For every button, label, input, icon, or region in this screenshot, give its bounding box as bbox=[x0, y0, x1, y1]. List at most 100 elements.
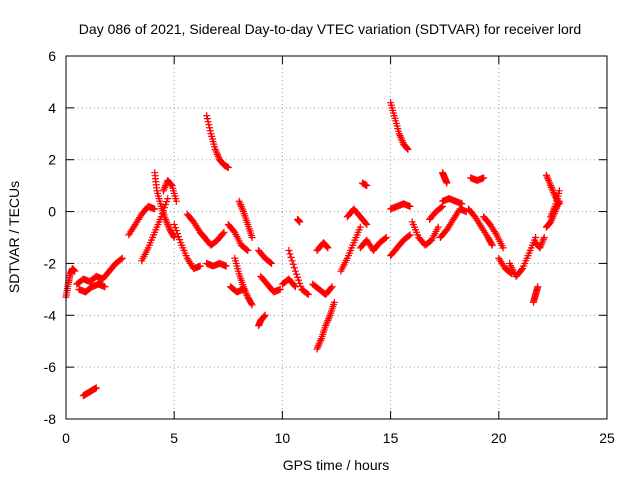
data-point bbox=[549, 187, 557, 195]
data-point bbox=[315, 340, 323, 348]
data-point bbox=[243, 291, 251, 299]
data-point bbox=[324, 316, 332, 324]
data-point bbox=[397, 133, 405, 141]
data-point bbox=[164, 195, 172, 203]
data-point bbox=[303, 290, 311, 298]
series-arc-26 bbox=[313, 239, 332, 254]
x-tick-label: 15 bbox=[383, 430, 399, 446]
series-arc-20 bbox=[255, 246, 276, 267]
data-point bbox=[313, 345, 321, 353]
data-point bbox=[117, 255, 125, 263]
data-point bbox=[288, 257, 296, 265]
series-arc-44 bbox=[529, 283, 542, 306]
data-point bbox=[322, 242, 330, 250]
data-point bbox=[403, 144, 411, 152]
plot-border bbox=[65, 55, 608, 420]
data-point bbox=[396, 132, 404, 140]
series-arc-28 bbox=[343, 205, 371, 229]
series-arc-18 bbox=[255, 311, 269, 330]
x-tick-label: 10 bbox=[275, 430, 291, 446]
series-arc-27 bbox=[337, 223, 364, 275]
data-point bbox=[290, 264, 298, 272]
data-point bbox=[314, 342, 322, 350]
data-point bbox=[316, 338, 324, 346]
series-arc-24 bbox=[313, 298, 338, 353]
data-point bbox=[248, 301, 256, 309]
data-point bbox=[540, 234, 548, 241]
data-point bbox=[92, 384, 100, 392]
data-point bbox=[213, 151, 221, 159]
data-point bbox=[239, 206, 247, 214]
series-arc-36 bbox=[439, 169, 451, 187]
data-point bbox=[547, 182, 555, 190]
data-point bbox=[406, 202, 414, 210]
series-arc-01 bbox=[62, 265, 79, 301]
data-point bbox=[488, 240, 496, 248]
data-point bbox=[434, 223, 442, 231]
data-point bbox=[538, 239, 546, 247]
data-point bbox=[549, 208, 557, 216]
data-point bbox=[236, 199, 244, 207]
series-arc-31 bbox=[387, 99, 412, 153]
series-arc-02 bbox=[73, 254, 126, 288]
series-arc-04 bbox=[79, 384, 100, 400]
data-point bbox=[287, 253, 295, 261]
data-point bbox=[162, 215, 170, 223]
data-point bbox=[219, 230, 227, 238]
data-point bbox=[196, 262, 204, 270]
data-point bbox=[237, 201, 245, 209]
series-arc-12 bbox=[203, 259, 230, 270]
data-point bbox=[480, 174, 488, 182]
data-point bbox=[327, 284, 335, 292]
data-point bbox=[242, 290, 250, 298]
y-axis-label: SDTVAR / TECUs bbox=[6, 181, 22, 293]
y-tick-label: 4 bbox=[48, 100, 56, 116]
data-point bbox=[238, 204, 246, 212]
y-tick-label: -6 bbox=[44, 359, 57, 375]
data-point bbox=[260, 313, 268, 321]
data-point bbox=[317, 336, 325, 344]
series-arc-09 bbox=[170, 221, 204, 273]
data-point bbox=[544, 175, 552, 183]
data-point bbox=[458, 200, 466, 208]
series-arc-13 bbox=[200, 228, 228, 249]
data-point bbox=[325, 315, 333, 323]
data-point bbox=[268, 259, 276, 267]
data-point bbox=[237, 202, 245, 210]
data-point bbox=[222, 262, 230, 270]
series-arc-14 bbox=[224, 221, 252, 254]
data-point bbox=[159, 187, 167, 195]
data-point bbox=[488, 241, 496, 249]
data-point bbox=[547, 183, 555, 191]
series-arc-21 bbox=[285, 246, 312, 299]
grid-lines bbox=[66, 56, 607, 419]
data-point bbox=[266, 259, 274, 267]
data-point bbox=[537, 242, 545, 250]
x-tick-label: 0 bbox=[62, 430, 70, 446]
data-point bbox=[239, 285, 247, 293]
data-point bbox=[161, 183, 169, 191]
data-point bbox=[550, 204, 558, 212]
series-arc-11 bbox=[203, 112, 232, 171]
data-point bbox=[213, 149, 221, 157]
data-point bbox=[304, 291, 312, 299]
series-arc-30 bbox=[358, 179, 371, 190]
data-point bbox=[211, 145, 219, 153]
y-tick-label: 6 bbox=[48, 48, 56, 64]
data-point bbox=[163, 198, 171, 206]
data-point bbox=[323, 318, 331, 326]
data-point bbox=[324, 244, 332, 252]
series-arc-05 bbox=[125, 202, 159, 239]
data-points bbox=[62, 99, 563, 400]
data-point bbox=[499, 244, 507, 252]
data-point bbox=[546, 180, 554, 188]
series-arc-32 bbox=[387, 231, 414, 260]
data-point bbox=[363, 221, 371, 229]
y-tick-label: 0 bbox=[48, 204, 56, 220]
data-point bbox=[204, 118, 212, 126]
data-point bbox=[550, 190, 558, 198]
data-point bbox=[296, 279, 304, 287]
data-point bbox=[322, 320, 330, 328]
data-point bbox=[362, 219, 370, 227]
